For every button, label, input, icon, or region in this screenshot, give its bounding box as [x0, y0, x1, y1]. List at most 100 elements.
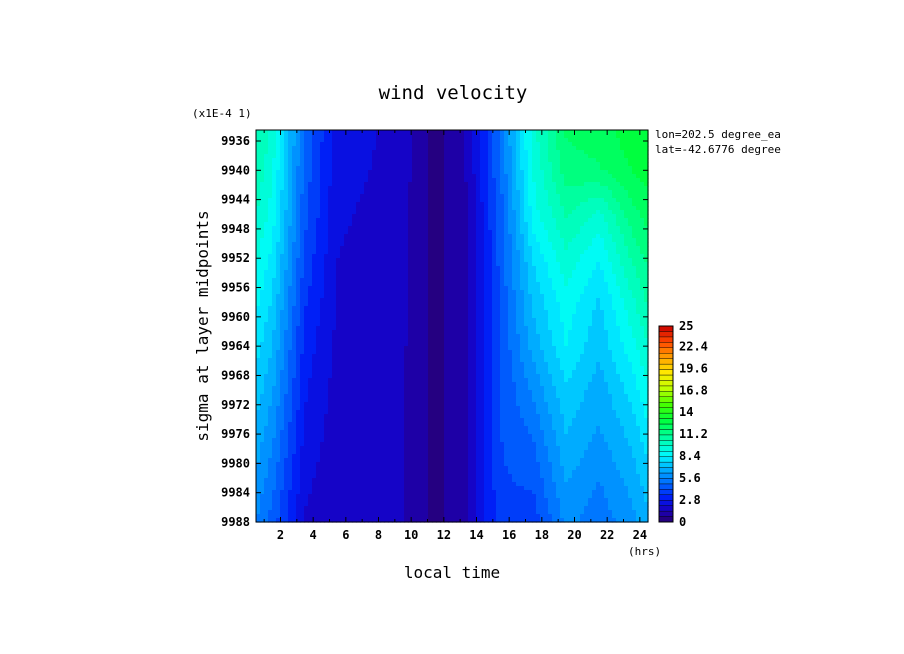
heatmap-cell: [280, 306, 285, 311]
heatmap-cell: [488, 274, 493, 279]
heatmap-cell: [476, 294, 481, 299]
heatmap-cell: [340, 162, 345, 167]
heatmap-cell: [596, 230, 601, 235]
heatmap-cell: [496, 246, 501, 251]
heatmap-cell: [564, 286, 569, 291]
heatmap-cell: [616, 226, 621, 231]
heatmap-cell: [368, 254, 373, 259]
heatmap-cell: [524, 274, 529, 279]
heatmap-cell: [536, 294, 541, 299]
heatmap-cell: [312, 270, 317, 275]
heatmap-cell: [636, 234, 641, 239]
heatmap-cell: [376, 286, 381, 291]
heatmap-cell: [612, 330, 617, 335]
heatmap-cell: [516, 326, 521, 331]
heatmap-cell: [268, 206, 273, 211]
heatmap-cell: [480, 134, 485, 139]
heatmap-cell: [424, 294, 429, 299]
heatmap-cell: [348, 190, 353, 195]
heatmap-cell: [432, 330, 437, 335]
heatmap-cell: [372, 326, 377, 331]
heatmap-cell: [616, 262, 621, 267]
heatmap-cell: [448, 150, 453, 155]
heatmap-cell: [496, 190, 501, 195]
heatmap-cell: [312, 142, 317, 147]
heatmap-cell: [268, 254, 273, 259]
heatmap-cell: [292, 158, 297, 163]
heatmap-cell: [280, 330, 285, 335]
heatmap-cell: [508, 322, 513, 327]
heatmap-cell: [604, 154, 609, 159]
heatmap-cell: [424, 322, 429, 327]
heatmap-cell: [584, 138, 589, 143]
heatmap-cell: [488, 238, 493, 243]
heatmap-cell: [324, 286, 329, 291]
heatmap-cell: [580, 234, 585, 239]
heatmap-cell: [380, 142, 385, 147]
heatmap-cell: [480, 174, 485, 179]
heatmap-cell: [404, 182, 409, 187]
heatmap-cell: [552, 142, 557, 147]
heatmap-cell: [488, 226, 493, 231]
heatmap-cell: [628, 330, 633, 335]
heatmap-cell: [552, 214, 557, 219]
heatmap-cell: [264, 134, 269, 139]
heatmap-cell: [428, 322, 433, 327]
heatmap-cell: [540, 330, 545, 335]
heatmap-cell: [284, 302, 289, 307]
heatmap-cell: [324, 238, 329, 243]
heatmap-cell: [628, 262, 633, 267]
heatmap-cell: [312, 190, 317, 195]
heatmap-cell: [580, 246, 585, 251]
heatmap-cell: [532, 214, 537, 219]
heatmap-cell: [428, 206, 433, 211]
heatmap-cell: [404, 222, 409, 227]
heatmap-cell: [548, 158, 553, 163]
heatmap-cell: [344, 226, 349, 231]
heatmap-cell: [348, 226, 353, 231]
heatmap-cell: [624, 210, 629, 215]
heatmap-cell: [440, 142, 445, 147]
heatmap-cell: [496, 174, 501, 179]
heatmap-cell: [476, 274, 481, 279]
heatmap-cell: [372, 146, 377, 151]
heatmap-cell: [420, 158, 425, 163]
heatmap-cell: [596, 302, 601, 307]
heatmap-cell: [408, 250, 413, 255]
heatmap-cell: [484, 278, 489, 283]
heatmap-cell: [284, 146, 289, 151]
heatmap-cell: [564, 238, 569, 243]
heatmap-cell: [368, 222, 373, 227]
heatmap-cell: [472, 298, 477, 303]
heatmap-cell: [616, 190, 621, 195]
heatmap-cell: [432, 302, 437, 307]
heatmap-cell: [264, 230, 269, 235]
heatmap-cell: [372, 266, 377, 271]
heatmap-cell: [308, 218, 313, 223]
heatmap-cell: [444, 286, 449, 291]
heatmap-cell: [416, 330, 421, 335]
heatmap-cell: [280, 294, 285, 299]
heatmap-cell: [328, 310, 333, 315]
heatmap-cell: [628, 286, 633, 291]
heatmap-cell: [532, 290, 537, 295]
heatmap-cell: [352, 130, 357, 135]
heatmap-cell: [412, 142, 417, 147]
heatmap-cell: [512, 158, 517, 163]
heatmap-cell: [404, 158, 409, 163]
heatmap-cell: [540, 218, 545, 223]
heatmap-cell: [364, 318, 369, 323]
heatmap-cell: [308, 270, 313, 275]
heatmap-cell: [520, 266, 525, 271]
heatmap-cell: [480, 142, 485, 147]
heatmap-cell: [296, 130, 301, 135]
heatmap-cell: [568, 150, 573, 155]
heatmap-cell: [388, 262, 393, 267]
heatmap-cell: [292, 254, 297, 259]
heatmap-cell: [520, 210, 525, 215]
heatmap-cell: [404, 258, 409, 263]
heatmap-cell: [540, 198, 545, 203]
heatmap-cell: [296, 226, 301, 231]
heatmap-cell: [640, 218, 645, 223]
heatmap-cell: [328, 306, 333, 311]
